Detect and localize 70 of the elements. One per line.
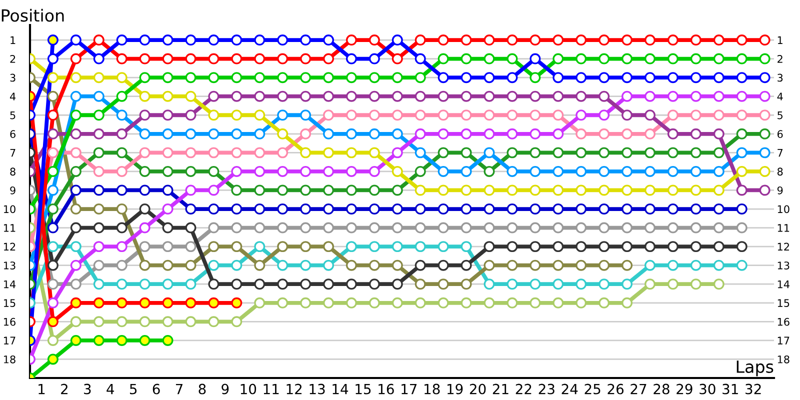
x-tick-label: 9: [222, 384, 229, 394]
x-tick-label: 25: [584, 384, 600, 394]
y-tick-label: 18: [4, 355, 16, 364]
y2-tick-label: 18: [778, 355, 790, 364]
y-tick-label: 12: [4, 242, 16, 251]
y2-tick-label: 13: [778, 262, 790, 270]
y2-tick-label: 11: [778, 224, 790, 232]
x-tick-label: 1: [38, 384, 45, 394]
x-tick-label: 32: [746, 384, 761, 394]
y-tick-label: 4: [10, 92, 16, 100]
y2-tick-label: 1: [778, 36, 782, 44]
y-tick-label: 15: [4, 299, 16, 307]
x-tick-label: 29: [676, 384, 692, 394]
y-tick-label: 6: [10, 130, 16, 138]
x-tick-label: 3: [84, 384, 91, 394]
y2-tick-label: 14: [778, 280, 790, 288]
x-tick-label: 27: [630, 384, 646, 394]
x-tick-label: 24: [562, 384, 578, 394]
y-axis-title: Position: [2, 8, 64, 22]
y2-tick-label: 9: [777, 186, 783, 194]
y-tick-label: 2: [10, 55, 16, 63]
y-tick-label: 7: [10, 149, 16, 157]
x-tick-label: 7: [176, 384, 182, 394]
y-tick-label: 17: [4, 336, 16, 344]
y-tick-label: 5: [10, 111, 16, 120]
y-tick-label: 10: [4, 205, 16, 214]
x-tick-label: 8: [198, 384, 206, 394]
y2-tick-label: 12: [778, 242, 789, 251]
x-tick-label: 14: [332, 384, 348, 394]
x-tick-label: 19: [448, 384, 463, 394]
x-tick-label: 4: [106, 384, 114, 394]
y2-tick-label: 2: [778, 55, 782, 63]
y2-tick-label: 16: [778, 318, 790, 326]
x-tick-label: 21: [492, 384, 508, 394]
x-tick-label: 16: [378, 384, 394, 394]
y-tick-label: 13: [4, 262, 16, 270]
x-tick-label: 6: [152, 384, 160, 394]
x-tick-label: 5: [130, 384, 137, 394]
x-tick-label: 28: [654, 384, 670, 394]
y-tick-label: 16: [4, 318, 16, 326]
y2-tick-label: 3: [778, 74, 783, 82]
y2-tick-label: 15: [778, 299, 790, 307]
y2-tick-label: 10: [778, 205, 790, 214]
y2-tick-label: 6: [778, 130, 783, 138]
x-tick-label: 17: [402, 384, 417, 394]
x-axis-title: Laps: [736, 360, 774, 376]
x-tick-label: 10: [240, 384, 256, 394]
x-tick-label: 30: [700, 384, 716, 394]
y-tick-label: 11: [4, 224, 16, 232]
x-tick-label: 23: [538, 384, 554, 394]
x-tick-label: 31: [722, 384, 738, 394]
y-tick-label: 8: [10, 168, 16, 176]
y2-tick-label: 5: [778, 111, 782, 120]
y-tick-label: 1: [10, 36, 16, 44]
y2-tick-label: 8: [777, 168, 783, 176]
y2-tick-label: 4: [777, 92, 783, 100]
x-tick-label: 11: [264, 384, 279, 394]
x-tick-label: 12: [286, 384, 302, 394]
y2-tick-label: 17: [778, 336, 790, 344]
x-tick-label: 13: [310, 384, 325, 394]
x-tick-label: 26: [608, 384, 624, 394]
x-tick-label: 18: [424, 384, 440, 394]
y-tick-label: 9: [10, 186, 16, 194]
y2-tick-label: 7: [778, 149, 783, 157]
y-tick-label: 14: [4, 280, 16, 288]
x-tick-label: 22: [516, 384, 532, 394]
x-tick-label: 2: [61, 384, 68, 394]
x-tick-label: 15: [356, 384, 371, 394]
y-tick-label: 3: [10, 74, 16, 82]
x-tick-label: 20: [470, 384, 486, 394]
